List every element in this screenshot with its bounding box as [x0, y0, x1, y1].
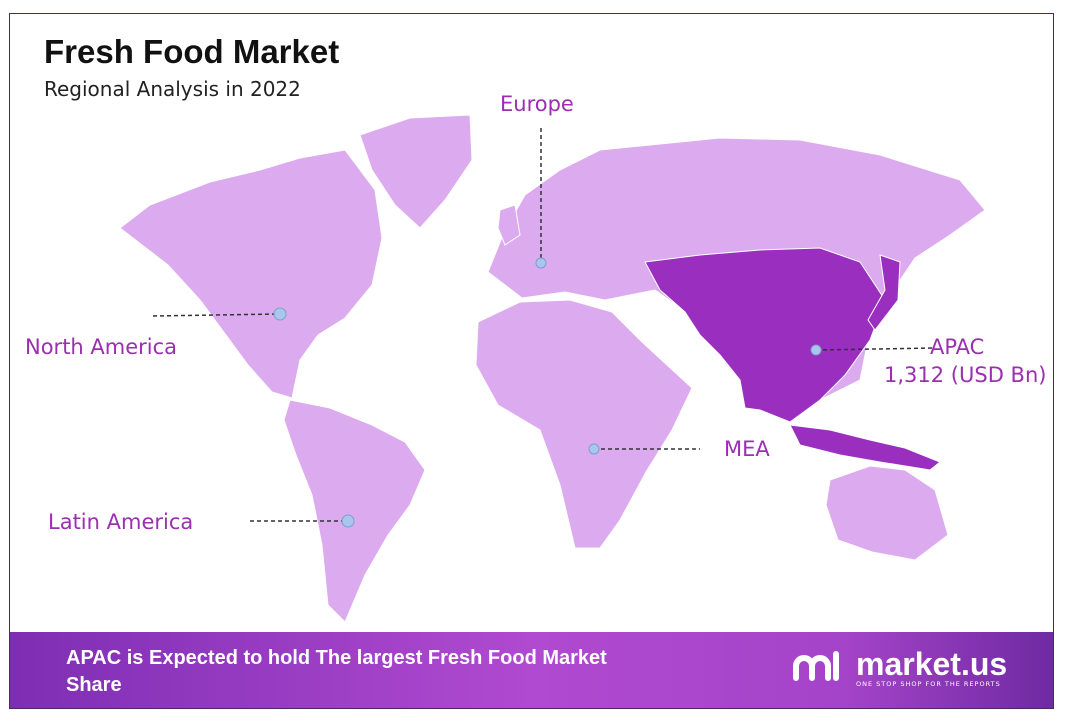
japan-region	[867, 254, 901, 331]
latin-america-marker	[341, 514, 355, 528]
north-america-region	[119, 149, 383, 399]
logo-mark-icon	[793, 651, 839, 681]
uk-region	[497, 204, 521, 246]
page-title: Fresh Food Market	[44, 33, 340, 70]
indonesia-region	[789, 424, 941, 471]
logo-tagline: ONE STOP SHOP FOR THE REPORTS	[856, 680, 1001, 688]
africa-region	[475, 299, 693, 549]
logo-name: market.us	[856, 646, 1008, 682]
apac-label: APAC	[930, 335, 985, 359]
apac-marker	[810, 344, 822, 356]
infographic-frame	[9, 13, 1054, 709]
australia-region	[825, 465, 949, 561]
north-america-marker	[273, 307, 287, 321]
latin-america-label: Latin America	[48, 510, 194, 534]
footer-banner: APAC is Expected to hold The largest Fre…	[10, 632, 1053, 708]
greenland-region	[359, 114, 473, 229]
mea-label: MEA	[724, 437, 770, 461]
apac-leader-line	[815, 347, 936, 351]
apac-value: 1,312 (USD Bn)	[884, 363, 1047, 387]
footer-headline: APAC is Expected to hold The largest Fre…	[66, 647, 607, 696]
europe-marker	[535, 257, 547, 269]
market-us-logo: market.us ONE STOP SHOP FOR THE REPORTS	[790, 648, 1007, 688]
page-subtitle: Regional Analysis in 2022	[44, 77, 301, 101]
latin-america-region	[283, 399, 426, 623]
mea-marker	[588, 443, 600, 455]
north-america-label: North America	[25, 335, 178, 359]
apac-region	[644, 247, 886, 423]
europe-label: Europe	[500, 92, 574, 116]
